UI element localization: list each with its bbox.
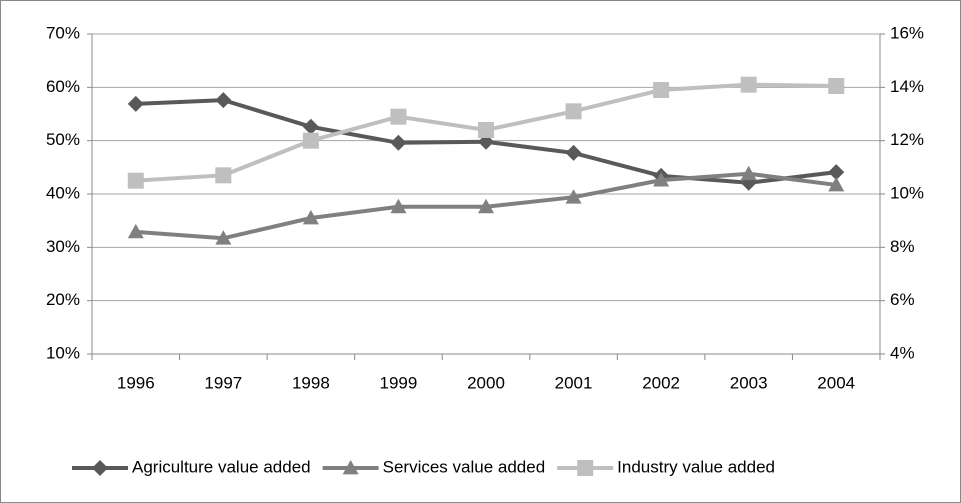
- marker: [478, 198, 494, 214]
- y-tick-label: 60%: [46, 77, 80, 96]
- marker: [565, 189, 582, 204]
- x-tick-label: 1999: [380, 373, 418, 392]
- x-tick-label: 1998: [292, 373, 330, 392]
- legend-item: Agriculture value added: [72, 457, 311, 476]
- y-tick-label: 50%: [46, 130, 80, 149]
- marker: [302, 210, 319, 225]
- y2-tick-label: 4%: [890, 343, 915, 362]
- marker: [127, 172, 144, 189]
- marker: [478, 122, 494, 138]
- legend-item: Industry value added: [557, 457, 775, 476]
- marker: [390, 198, 407, 214]
- y-tick-label: 30%: [46, 237, 80, 256]
- marker: [215, 92, 232, 109]
- marker: [92, 460, 108, 476]
- x-tick-label: 2002: [642, 373, 680, 392]
- marker: [215, 230, 232, 245]
- y2-tick-label: 10%: [890, 183, 924, 202]
- x-tick-label: 1996: [117, 373, 155, 392]
- marker: [127, 95, 144, 112]
- marker: [302, 132, 319, 149]
- marker: [740, 165, 757, 181]
- y-tick-label: 10%: [46, 343, 80, 362]
- marker: [828, 176, 845, 192]
- legend-label: Agriculture value added: [132, 457, 311, 476]
- x-tick-label: 1997: [204, 373, 242, 392]
- marker: [565, 103, 582, 120]
- marker: [215, 167, 232, 184]
- y-tick-label: 40%: [46, 183, 80, 202]
- marker: [390, 108, 407, 125]
- legend-item: Services value added: [322, 457, 546, 476]
- legend-label: Industry value added: [617, 457, 775, 476]
- marker: [828, 164, 845, 181]
- legend-label: Services value added: [383, 457, 546, 476]
- marker: [653, 172, 670, 187]
- marker: [342, 460, 359, 475]
- y2-tick-label: 12%: [890, 130, 924, 149]
- y2-tick-label: 16%: [890, 23, 924, 42]
- x-tick-label: 2004: [817, 373, 855, 392]
- y2-tick-label: 8%: [890, 237, 915, 256]
- y-tick-label: 70%: [46, 23, 80, 42]
- x-tick-label: 2001: [555, 373, 593, 392]
- marker: [127, 223, 144, 239]
- y-tick-label: 20%: [46, 290, 80, 309]
- marker: [653, 82, 670, 98]
- marker: [565, 144, 582, 161]
- marker: [740, 76, 757, 93]
- y2-tick-label: 6%: [890, 290, 915, 309]
- marker: [828, 78, 845, 94]
- x-tick-label: 2003: [730, 373, 768, 392]
- marker: [577, 460, 594, 476]
- marker: [302, 118, 319, 135]
- x-tick-label: 2000: [467, 373, 505, 392]
- y2-tick-label: 14%: [890, 77, 924, 96]
- marker: [390, 134, 407, 151]
